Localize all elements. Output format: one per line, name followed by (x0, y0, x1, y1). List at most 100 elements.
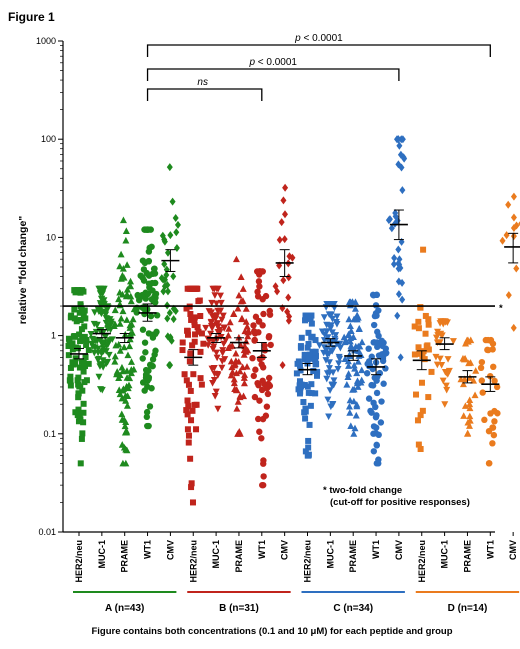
data-point (327, 311, 335, 319)
data-point (332, 332, 340, 339)
data-point (77, 317, 84, 324)
x-tick-label: HER2/neu (303, 540, 313, 583)
data-point (146, 403, 154, 410)
data-point (399, 135, 406, 144)
data-point (297, 367, 304, 374)
data-point (123, 316, 131, 323)
data-point (145, 257, 153, 265)
data-point (149, 362, 156, 370)
data-point (212, 349, 220, 357)
data-point (345, 315, 353, 323)
data-point (159, 231, 166, 240)
data-point (150, 265, 158, 273)
data-point (232, 357, 240, 364)
data-point (77, 416, 84, 423)
data-point (368, 409, 375, 416)
data-point (76, 383, 83, 390)
data-point (335, 360, 343, 367)
data-point (187, 387, 194, 394)
data-point (425, 346, 432, 353)
data-point (65, 352, 72, 359)
data-point (311, 355, 318, 362)
data-point (209, 285, 217, 293)
data-point (188, 480, 195, 487)
data-point (96, 287, 104, 295)
data-point (202, 324, 210, 332)
data-point (301, 382, 308, 389)
data-point (313, 372, 320, 379)
data-point (461, 402, 469, 409)
data-point (118, 410, 126, 418)
data-point (127, 358, 135, 365)
data-point (172, 307, 179, 316)
y-tick-label: 100 (41, 134, 56, 144)
data-point (127, 277, 135, 285)
data-point (118, 394, 126, 402)
data-point (257, 268, 264, 275)
data-point (219, 312, 227, 320)
data-point (234, 304, 242, 312)
y-tick-label: 10 (46, 232, 56, 242)
data-point (209, 338, 217, 345)
data-point (272, 282, 279, 291)
data-point (363, 370, 371, 377)
data-point (341, 355, 349, 362)
data-point (216, 292, 224, 300)
data-point (90, 349, 98, 357)
data-point (252, 313, 260, 321)
data-point (218, 358, 226, 365)
data-point (258, 435, 265, 442)
data-point (249, 354, 256, 362)
data-point (265, 374, 273, 382)
data-point (238, 315, 246, 323)
data-point (416, 350, 423, 357)
data-point (477, 364, 485, 372)
data-point (232, 369, 240, 377)
data-point (149, 356, 157, 363)
data-point (229, 368, 237, 376)
data-point (298, 334, 305, 341)
x-tick-label: CMV (280, 540, 290, 560)
data-point (122, 445, 130, 453)
data-point (124, 351, 132, 359)
data-point (184, 426, 191, 433)
data-point (239, 285, 247, 292)
data-point (309, 333, 316, 340)
data-point (256, 428, 263, 435)
data-point (315, 342, 323, 349)
data-point (79, 387, 86, 394)
data-point (236, 430, 244, 437)
data-point (424, 342, 431, 349)
data-point (354, 383, 362, 390)
data-point (328, 315, 336, 323)
data-point (179, 339, 186, 346)
data-point (242, 348, 250, 355)
x-tick-label: WT1 (143, 540, 153, 559)
y-axis: 0.01 0.1 1 10 100 1000 (36, 36, 64, 537)
data-point (478, 358, 486, 366)
data-point (345, 330, 353, 338)
x-axis: HER2/neu MUC-1 PRAME WT1 CMV HER2/neu MUC-1 PRA… (63, 531, 518, 583)
data-point (190, 285, 197, 292)
y-tick-label: 1000 (36, 36, 56, 46)
data-point (67, 364, 74, 371)
data-point (260, 310, 267, 318)
data-point (296, 390, 303, 397)
data-point (220, 340, 228, 348)
data-point (139, 379, 147, 386)
data-point (266, 307, 273, 315)
data-point (208, 365, 216, 373)
data-point (279, 361, 286, 370)
data-point (327, 300, 335, 308)
data-point (380, 380, 387, 387)
data-point (122, 227, 130, 234)
data-point (77, 460, 84, 467)
data-point (184, 411, 191, 418)
data-point (481, 416, 488, 424)
data-point (225, 325, 233, 332)
data-point (207, 330, 215, 338)
x-tick-label: MUC-1 (325, 540, 335, 569)
data-point (471, 391, 479, 399)
figure-title: Figure 1 (8, 10, 55, 24)
data-point (191, 318, 198, 325)
